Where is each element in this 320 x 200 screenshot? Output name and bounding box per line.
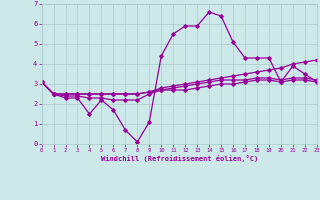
X-axis label: Windchill (Refroidissement éolien,°C): Windchill (Refroidissement éolien,°C) <box>100 155 258 162</box>
